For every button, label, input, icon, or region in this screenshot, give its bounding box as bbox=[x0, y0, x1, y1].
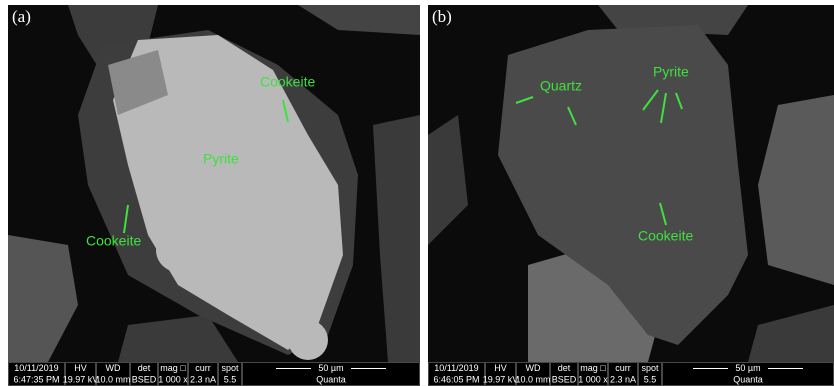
panel-a: (a) Cookeite Pyrite Cookeite 10/11/20196:47:… bbox=[8, 5, 420, 386]
info-header: det bbox=[558, 363, 571, 373]
info-header: 50 µm bbox=[735, 363, 760, 373]
panel-b: (b) Quartz Pyrite Cookeite 10/11/20196:46:05… bbox=[428, 5, 834, 386]
panel-label: (b) bbox=[432, 7, 452, 26]
info-value: 2.3 nA bbox=[190, 374, 216, 384]
info-header: WD bbox=[106, 363, 121, 373]
info-header: 10/11/2019 bbox=[14, 363, 58, 373]
info-header: curr bbox=[195, 363, 211, 373]
info-value: 10.0 mm bbox=[515, 374, 550, 384]
info-value: 5.5 bbox=[644, 374, 657, 384]
info-value: 19.97 kV bbox=[483, 374, 519, 384]
info-header: curr bbox=[615, 363, 631, 373]
info-header: HV bbox=[74, 363, 87, 373]
info-value: 10.0 mm bbox=[95, 374, 130, 384]
info-value: 1 000 x bbox=[158, 374, 188, 384]
annotation: Cookeite bbox=[86, 233, 141, 249]
panel-label: (a) bbox=[12, 7, 31, 26]
info-header: mag □ bbox=[160, 363, 186, 373]
info-value: BSED bbox=[132, 374, 157, 384]
info-header: mag □ bbox=[580, 363, 606, 373]
info-value: 6:47:35 PM bbox=[13, 374, 59, 384]
info-header: spot bbox=[221, 363, 239, 373]
info-value: 19.97 kV bbox=[63, 374, 99, 384]
info-header: WD bbox=[526, 363, 541, 373]
info-header: det bbox=[138, 363, 151, 373]
annotation: Pyrite bbox=[203, 151, 239, 167]
info-value: Quanta bbox=[733, 374, 763, 384]
info-value: 5.5 bbox=[224, 374, 237, 384]
info-header: 10/11/2019 bbox=[434, 363, 478, 373]
info-value: BSED bbox=[552, 374, 577, 384]
info-value: 1 000 x bbox=[578, 374, 608, 384]
info-value: Quanta bbox=[316, 374, 346, 384]
info-header: HV bbox=[494, 363, 507, 373]
info-header: 50 µm bbox=[318, 363, 343, 373]
annotation: Quartz bbox=[540, 78, 582, 94]
figure: (a)CookeitePyriteCookeite10/11/20196:47:… bbox=[0, 0, 834, 386]
annotation: Cookeite bbox=[260, 74, 315, 90]
info-value: 2.3 nA bbox=[610, 374, 636, 384]
info-value: 6:46:05 PM bbox=[433, 374, 479, 384]
info-header: spot bbox=[641, 363, 659, 373]
pyrite-grain bbox=[288, 320, 328, 360]
pyrite-grain bbox=[156, 228, 200, 272]
annotation: Pyrite bbox=[653, 64, 689, 80]
annotation: Cookeite bbox=[638, 228, 693, 244]
